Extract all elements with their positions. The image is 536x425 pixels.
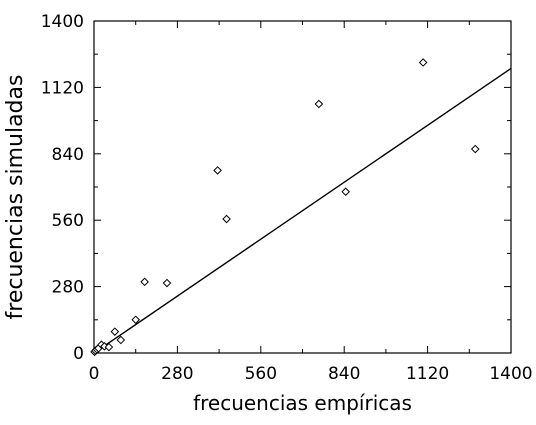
data-point	[140, 277, 149, 287]
y-tick-label: 0	[73, 344, 84, 364]
x-tick-label: 1400	[489, 364, 532, 384]
y-axis-label: frecuencias simuladas	[3, 75, 28, 320]
data-point	[314, 99, 324, 109]
axis-ticks	[93, 20, 512, 354]
data-points	[90, 58, 480, 357]
y-tick-label: 280	[52, 278, 84, 298]
x-tick-label: 0	[89, 364, 100, 384]
y-tick-label: 1120	[41, 78, 84, 98]
x-tick-label: 280	[161, 364, 193, 384]
data-point	[222, 214, 231, 224]
data-point	[131, 315, 141, 325]
fit-line	[93, 67, 512, 354]
data-point	[470, 144, 480, 154]
x-tick-label: 840	[328, 364, 360, 384]
data-point	[104, 342, 114, 352]
tick-labels: 0 280 560 840 1120 1400 0 280 560 840 1120 1400	[41, 12, 533, 384]
data-point	[116, 335, 126, 345]
data-point	[110, 327, 120, 336]
data-point	[341, 187, 350, 197]
x-tick-label: 1120	[406, 364, 449, 384]
y-tick-label: 840	[52, 145, 84, 165]
y-tick-label: 560	[52, 211, 84, 231]
y-tick-label: 1400	[41, 12, 84, 32]
data-point	[213, 166, 222, 175]
data-point	[418, 58, 428, 67]
x-axis-label: frecuencias empíricas	[193, 391, 412, 415]
x-tick-label: 560	[245, 364, 277, 384]
data-point	[162, 278, 172, 288]
plot-frame	[93, 20, 512, 354]
